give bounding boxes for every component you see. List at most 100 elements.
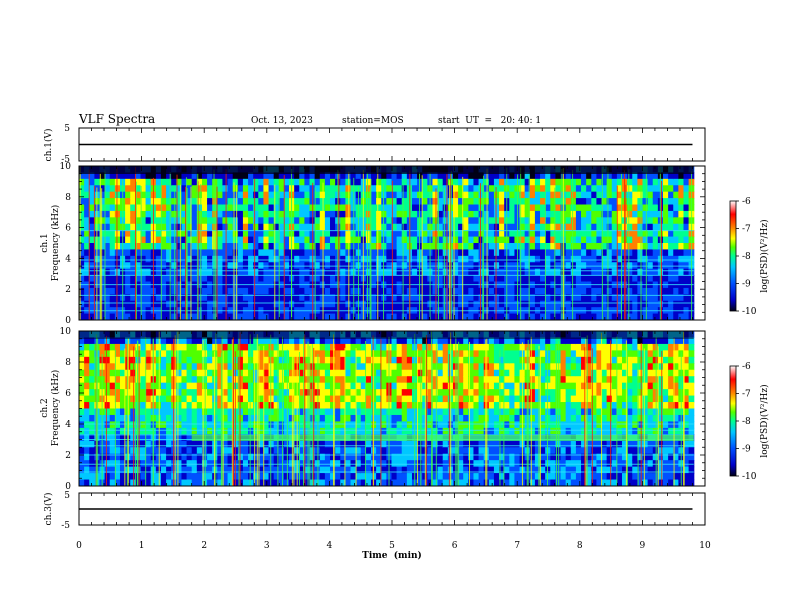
spectrogram-cell <box>324 198 331 206</box>
spectrogram-cell <box>355 421 362 429</box>
spectrogram-cell <box>550 236 557 244</box>
spectrogram-cell <box>330 268 336 276</box>
spectrogram-cell <box>381 408 387 416</box>
spectrogram-cell <box>242 408 249 416</box>
spectrogram-cell <box>104 453 111 461</box>
spectrogram-cell <box>273 350 280 358</box>
spectrogram-cell <box>391 414 398 423</box>
spectrogram-cell <box>381 453 387 461</box>
spectrogram-cell <box>601 204 608 212</box>
spectrogram-cell <box>401 414 408 423</box>
spectrogram-cell <box>79 376 85 384</box>
spectrogram-cell <box>529 255 536 263</box>
spectrogram-cell <box>304 243 311 251</box>
spectrogram-cell <box>258 343 265 351</box>
spectrogram-cell <box>191 210 198 218</box>
spectrogram-cell <box>493 294 500 302</box>
spectrogram-cell <box>545 275 551 283</box>
spectrogram-cell <box>268 337 275 345</box>
spectrogram-cell <box>79 313 85 320</box>
spectrogram-cell <box>258 210 265 218</box>
spectrogram-cell <box>606 198 613 206</box>
spectrogram-cell <box>391 479 398 486</box>
spectrogram-cell <box>437 287 444 295</box>
spectrogram-cell <box>268 300 275 308</box>
spectrogram-cell <box>248 287 254 295</box>
spectrogram-cell <box>155 204 162 212</box>
spectrogram-cell <box>340 389 346 397</box>
spectrogram-cell <box>248 243 254 251</box>
spectrogram-cell <box>324 223 331 231</box>
spectrogram-cell <box>232 287 239 295</box>
spectrogram-cell <box>611 243 618 251</box>
spectrogram-cell <box>365 268 372 276</box>
spectrogram-cell <box>473 217 480 225</box>
spectrogram-cell <box>155 294 162 302</box>
spectrogram-cell <box>570 198 577 206</box>
spectrogram-cell <box>565 236 572 244</box>
spectrogram-cell <box>581 294 587 302</box>
spectrogram-cell <box>581 185 587 193</box>
spectrogram-cell <box>417 427 423 435</box>
spectrogram-cell <box>324 249 331 257</box>
spectrogram-cell <box>207 350 213 358</box>
spectrogram-cell <box>386 300 393 308</box>
spectrogram-cell <box>529 294 536 302</box>
spectrogram-cell <box>360 363 367 371</box>
spectrogram-cell <box>458 243 464 251</box>
spectrogram-cell <box>637 294 644 302</box>
spectrogram-cell <box>263 172 270 180</box>
spectrogram-cell <box>263 287 270 295</box>
spectrogram-cell <box>637 172 644 180</box>
spectrogram-cell <box>84 414 90 423</box>
spectrogram-cell <box>529 191 536 199</box>
spectrogram-cell <box>181 434 188 442</box>
spectrogram-cell <box>324 460 331 468</box>
spectrogram-cell <box>319 178 326 186</box>
spectrogram-cell <box>84 447 90 455</box>
spectrogram-cell <box>340 453 346 461</box>
spectrogram-cell <box>673 178 679 186</box>
spectrogram-cell <box>207 389 213 397</box>
spectrogram-cell <box>432 421 439 429</box>
spectrogram-cell <box>207 230 213 238</box>
spectrogram-cell <box>299 255 306 263</box>
spectrogram-cell <box>212 460 218 468</box>
spectrogram-cell <box>114 363 121 371</box>
spectrogram-cell <box>217 447 224 455</box>
spectrogram-cell <box>330 447 336 455</box>
spectrogram-cell <box>237 369 244 377</box>
spectrogram-cell <box>376 243 382 251</box>
spectrogram-cell <box>370 343 377 351</box>
spectrogram-cell <box>545 268 551 276</box>
spectrogram-cell <box>201 313 208 320</box>
spectrogram-cell <box>463 249 469 257</box>
spectrogram-cell <box>406 382 413 390</box>
spectrogram-cell <box>330 363 336 371</box>
spectrogram-cell <box>222 453 229 461</box>
spectrogram-cell <box>417 337 423 345</box>
spectrogram-cell <box>406 460 413 468</box>
spectrogram-cell <box>212 294 218 302</box>
spectrogram-cell <box>114 453 121 461</box>
spectrogram-cell <box>365 255 372 263</box>
spectrogram-cell <box>324 191 331 199</box>
spectrogram-cell <box>483 191 490 199</box>
spectrogram-cell <box>155 363 162 371</box>
spectrogram-cell <box>540 223 546 231</box>
spectrogram-cell <box>217 382 224 390</box>
spectrogram-cell <box>237 337 244 345</box>
spectrogram-cell <box>135 275 142 283</box>
spectrogram-cell <box>340 376 346 384</box>
spectrogram-cell <box>283 473 290 481</box>
spectrogram-cell <box>652 217 659 225</box>
spectrogram-cell <box>222 343 229 351</box>
spectrogram-cell <box>232 275 239 283</box>
spectrogram-cell <box>160 421 167 429</box>
spectrogram-cell <box>196 466 203 474</box>
spectrogram-cell <box>186 479 193 486</box>
spectrogram-cell <box>391 191 398 199</box>
spectrogram-cell <box>253 395 259 403</box>
spectrogram-cell <box>166 473 172 481</box>
spectrogram-cell <box>191 287 198 295</box>
